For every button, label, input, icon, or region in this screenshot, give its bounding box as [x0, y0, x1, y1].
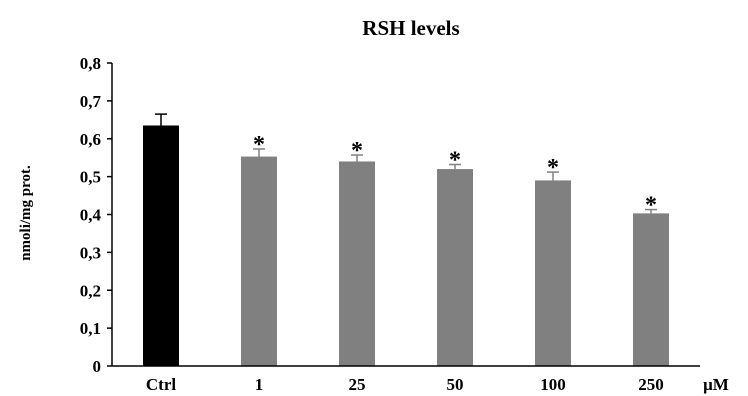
x-tick-label: 100 — [540, 375, 566, 394]
bar — [633, 213, 669, 366]
bar — [339, 161, 375, 366]
bars — [143, 125, 669, 367]
x-tick-label: 25 — [349, 375, 366, 394]
y-axis-label: nmoli/mg prot. — [18, 165, 34, 261]
x-tick-label: 1 — [255, 375, 264, 394]
x-tick-label: Ctrl — [146, 375, 176, 394]
significance-marker: * — [645, 193, 657, 219]
y-tick-label: 0,8 — [80, 54, 101, 73]
significance-marker: * — [449, 148, 461, 174]
significance-marker: * — [253, 132, 265, 158]
y-tick-label: 0,3 — [80, 243, 101, 262]
y-tick-label: 0,6 — [80, 130, 101, 149]
y-tick-label: 0,4 — [80, 206, 102, 225]
error-bar — [253, 148, 265, 157]
error-bar — [351, 154, 363, 162]
x-axis-ticks: Ctrl 1 25 50 100 250 — [146, 375, 664, 394]
significance-marker: * — [351, 138, 363, 164]
chart-title: RSH levels — [362, 16, 459, 40]
y-tick-label: 0 — [93, 357, 102, 376]
significance-marker: * — [547, 155, 559, 181]
bar — [437, 169, 473, 366]
error-bar — [449, 163, 461, 170]
error-bar — [155, 113, 167, 126]
significance-markers: * * * * * — [253, 132, 657, 219]
y-axis-ticks: 0 0,1 0,2 0,3 0,4 0,5 0,6 0,7 0,8 — [80, 54, 112, 376]
x-tick-label: 50 — [447, 375, 464, 394]
error-bar — [645, 208, 657, 214]
error-bars — [155, 113, 657, 214]
bar — [143, 125, 179, 367]
error-bar — [547, 171, 559, 181]
x-axis-unit: μM — [703, 375, 729, 394]
y-tick-label: 0,1 — [80, 319, 101, 338]
bar — [241, 156, 277, 366]
y-tick-label: 0,5 — [80, 168, 101, 187]
y-tick-label: 0,7 — [80, 92, 102, 111]
y-tick-label: 0,2 — [80, 281, 101, 300]
bar — [535, 180, 571, 366]
x-tick-label: 250 — [638, 375, 664, 394]
